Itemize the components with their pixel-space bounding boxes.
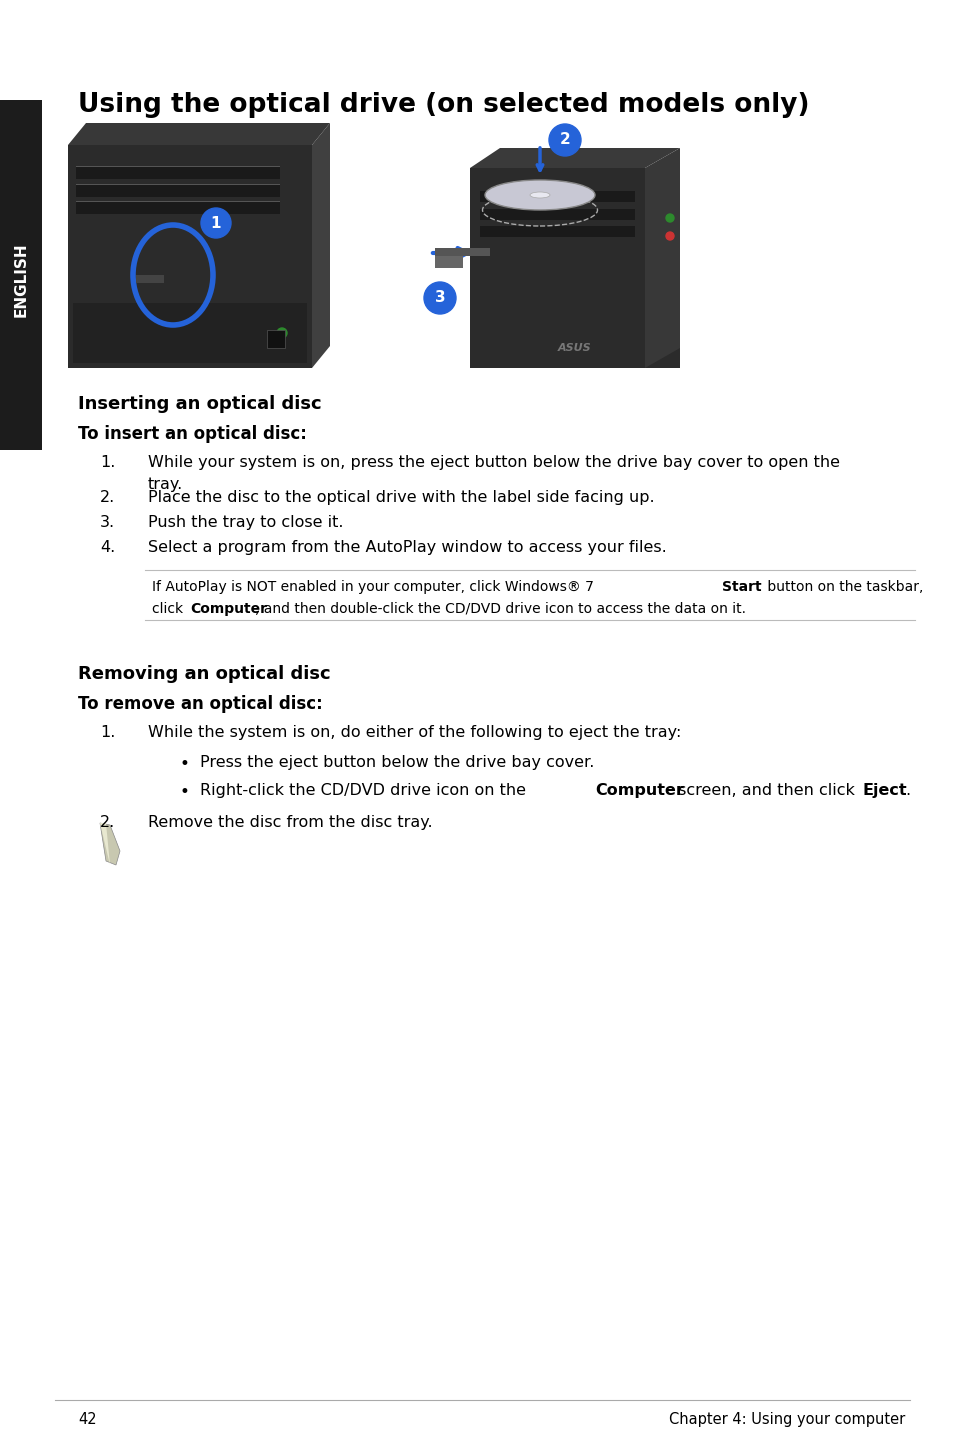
Text: Computer: Computer <box>190 603 267 615</box>
Text: Press the eject button below the drive bay cover.: Press the eject button below the drive b… <box>200 755 594 769</box>
Text: tray.: tray. <box>148 477 183 492</box>
Text: •: • <box>180 784 190 801</box>
Bar <box>267 329 285 348</box>
Text: 2.: 2. <box>100 815 115 830</box>
Circle shape <box>665 214 673 221</box>
Polygon shape <box>312 124 330 368</box>
FancyBboxPatch shape <box>68 145 312 368</box>
Text: Using the optical drive (on selected models only): Using the optical drive (on selected mod… <box>78 92 809 118</box>
Polygon shape <box>100 823 110 866</box>
Text: Push the tray to close it.: Push the tray to close it. <box>148 515 343 531</box>
Text: ASUS: ASUS <box>558 344 591 352</box>
Text: •: • <box>180 755 190 774</box>
Text: 1.: 1. <box>100 725 115 741</box>
Bar <box>76 165 280 167</box>
Text: ENGLISH: ENGLISH <box>13 243 29 318</box>
Text: 2: 2 <box>559 132 570 148</box>
Text: While the system is on, do either of the following to eject the tray:: While the system is on, do either of the… <box>148 725 680 741</box>
Text: To insert an optical disc:: To insert an optical disc: <box>78 426 307 443</box>
Text: 4.: 4. <box>100 541 115 555</box>
Text: Remove the disc from the disc tray.: Remove the disc from the disc tray. <box>148 815 432 830</box>
Text: 2.: 2. <box>100 490 115 505</box>
Bar <box>76 201 280 214</box>
Bar <box>76 184 280 186</box>
Bar <box>136 275 164 283</box>
Text: Place the disc to the optical drive with the label side facing up.: Place the disc to the optical drive with… <box>148 490 654 505</box>
Text: 1: 1 <box>211 216 221 230</box>
Text: click: click <box>152 603 188 615</box>
Circle shape <box>276 328 287 338</box>
Bar <box>0 101 42 450</box>
Bar <box>435 256 462 267</box>
FancyBboxPatch shape <box>470 168 679 368</box>
Bar <box>76 186 280 197</box>
Bar <box>435 247 490 256</box>
Text: If AutoPlay is NOT enabled in your computer, click Windows® 7: If AutoPlay is NOT enabled in your compu… <box>152 580 598 594</box>
Bar <box>479 209 635 220</box>
Bar <box>479 226 635 237</box>
Text: 42: 42 <box>78 1412 96 1426</box>
Text: Chapter 4: Using your computer: Chapter 4: Using your computer <box>668 1412 904 1426</box>
Bar <box>76 200 280 201</box>
Text: button on the taskbar,: button on the taskbar, <box>762 580 923 594</box>
Circle shape <box>423 282 456 313</box>
Polygon shape <box>470 148 679 168</box>
Bar <box>479 191 635 201</box>
Polygon shape <box>68 124 330 145</box>
Circle shape <box>548 124 580 155</box>
Text: While your system is on, press the eject button below the drive bay cover to ope: While your system is on, press the eject… <box>148 454 840 470</box>
Ellipse shape <box>484 180 595 210</box>
Text: screen, and then click: screen, and then click <box>672 784 859 798</box>
Polygon shape <box>100 823 120 866</box>
Circle shape <box>665 232 673 240</box>
Text: .: . <box>904 784 909 798</box>
Text: Eject: Eject <box>862 784 906 798</box>
Bar <box>73 303 307 362</box>
Text: Right-click the CD/DVD drive icon on the: Right-click the CD/DVD drive icon on the <box>200 784 531 798</box>
Text: Select a program from the AutoPlay window to access your files.: Select a program from the AutoPlay windo… <box>148 541 666 555</box>
Text: Removing an optical disc: Removing an optical disc <box>78 664 331 683</box>
Bar <box>76 167 280 178</box>
Text: Computer: Computer <box>595 784 683 798</box>
Circle shape <box>201 209 231 239</box>
Text: Inserting an optical disc: Inserting an optical disc <box>78 395 321 413</box>
Text: , and then double-click the CD/DVD drive icon to access the data on it.: , and then double-click the CD/DVD drive… <box>254 603 745 615</box>
Ellipse shape <box>530 193 550 198</box>
Text: Start: Start <box>721 580 760 594</box>
Text: 3.: 3. <box>100 515 115 531</box>
Text: 3: 3 <box>435 290 445 305</box>
Text: To remove an optical disc:: To remove an optical disc: <box>78 695 322 713</box>
Polygon shape <box>644 148 679 368</box>
Text: 1.: 1. <box>100 454 115 470</box>
